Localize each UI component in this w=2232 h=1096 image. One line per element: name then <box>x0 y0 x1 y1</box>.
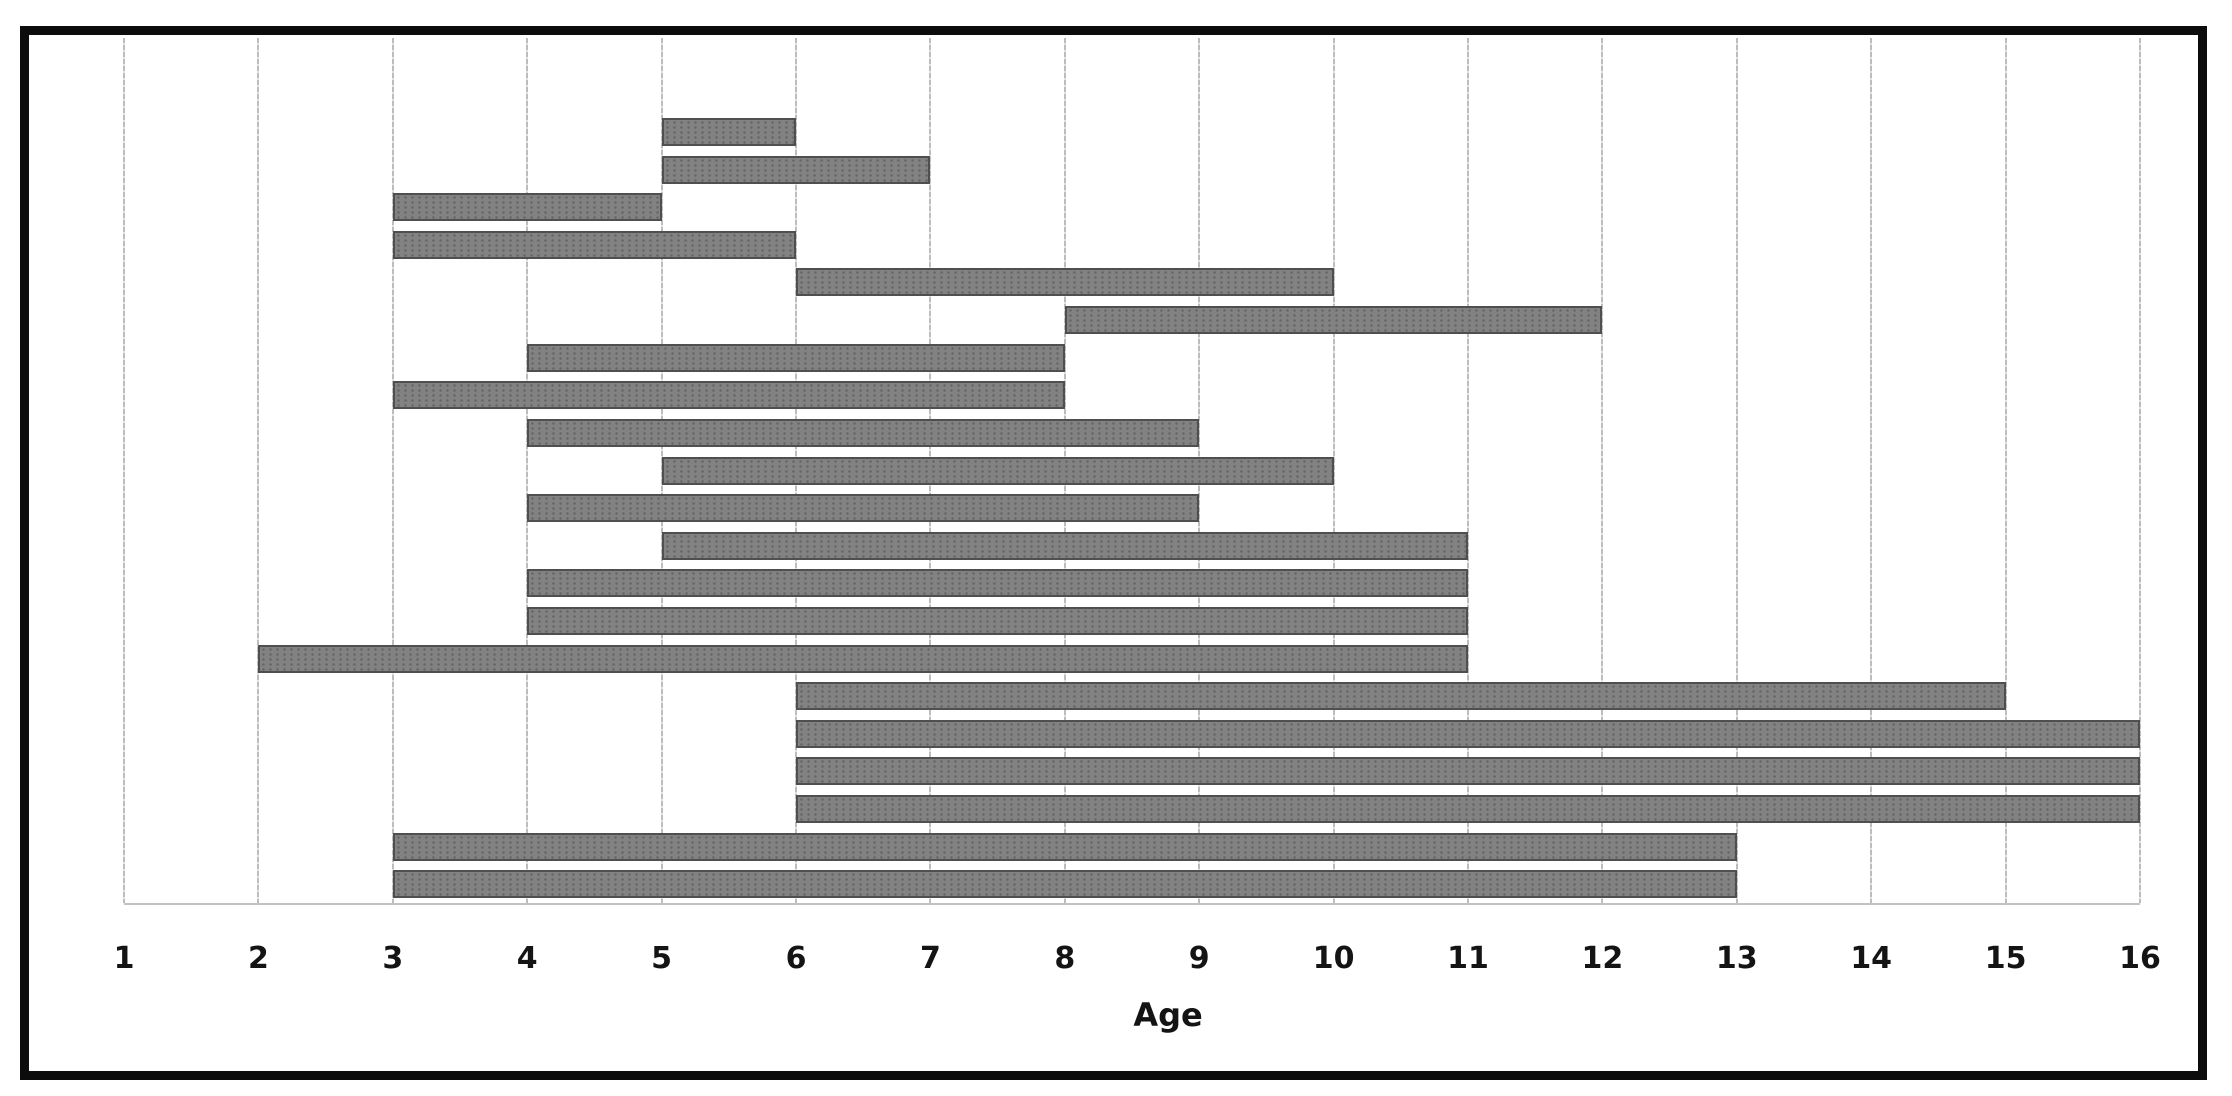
x-tick-label: 6 <box>785 941 807 976</box>
range-bar <box>527 607 1468 635</box>
x-tick-label: 12 <box>1581 941 1624 976</box>
x-tick-label: 3 <box>382 941 404 976</box>
gridline-age-10 <box>1332 38 1335 903</box>
range-bar <box>392 193 662 221</box>
gridline-age-11 <box>1466 38 1469 903</box>
gridline-age-1 <box>123 38 125 903</box>
range-bar <box>796 268 1334 296</box>
gridline-age-2 <box>257 38 260 903</box>
gridline-age-3 <box>391 38 394 903</box>
x-tick-label: 15 <box>1984 941 2027 976</box>
x-tick-label: 10 <box>1312 941 1355 976</box>
range-bar <box>661 156 931 184</box>
x-tick-label: 16 <box>2119 941 2161 976</box>
range-bar <box>661 457 1334 485</box>
x-tick-label: 9 <box>1188 941 1210 976</box>
range-bar <box>1064 306 1603 334</box>
x-tick-label: 8 <box>1054 941 1076 976</box>
gridline-age-13 <box>1735 38 1738 903</box>
gridline-age-12 <box>1601 38 1604 903</box>
range-bar <box>527 494 1200 522</box>
range-bar <box>392 381 1065 409</box>
gridline-age-16 <box>2139 38 2141 903</box>
range-bar <box>527 419 1200 447</box>
range-bar <box>796 682 2006 710</box>
x-tick-label: 11 <box>1447 941 1489 976</box>
x-axis-line <box>124 903 2140 905</box>
plot-area <box>123 38 2141 903</box>
x-tick-label: 5 <box>651 941 673 976</box>
gridline-age-14 <box>1870 38 1873 903</box>
x-tick-label: 1 <box>113 941 135 976</box>
range-bar <box>392 833 1737 861</box>
x-tick-label: 14 <box>1850 941 1893 976</box>
gridline-age-4 <box>526 38 529 903</box>
range-bar <box>392 231 796 259</box>
range-bar <box>796 720 2140 748</box>
range-bar <box>392 870 1737 898</box>
x-tick-label: 4 <box>516 941 538 976</box>
range-bar <box>796 757 2140 785</box>
x-tick-label: 13 <box>1715 941 1758 976</box>
range-bar <box>661 532 1468 560</box>
range-bar <box>661 118 796 146</box>
range-bar <box>527 344 1065 372</box>
range-bar <box>527 569 1468 597</box>
range-bar <box>258 645 1468 673</box>
x-tick-label: 7 <box>919 941 941 976</box>
x-axis-title: Age <box>1133 996 1203 1034</box>
x-tick-label: 2 <box>247 941 269 976</box>
range-bar <box>796 795 2140 823</box>
gridline-age-15 <box>2004 38 2007 903</box>
